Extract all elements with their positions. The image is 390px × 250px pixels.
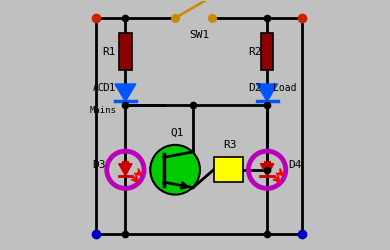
Text: D4: D4 xyxy=(288,160,302,170)
Text: D2: D2 xyxy=(248,83,262,93)
Bar xyxy=(214,157,243,182)
Text: SW1: SW1 xyxy=(189,30,209,40)
Text: Load: Load xyxy=(273,83,297,93)
Text: R3: R3 xyxy=(223,140,237,150)
Text: R2: R2 xyxy=(248,47,262,57)
Text: D3: D3 xyxy=(92,160,105,170)
Text: Mains: Mains xyxy=(89,106,116,114)
Text: Q1: Q1 xyxy=(170,128,184,138)
Text: AC: AC xyxy=(93,83,105,93)
Polygon shape xyxy=(115,84,136,102)
Bar xyxy=(119,33,131,70)
Text: R1: R1 xyxy=(102,47,115,57)
Bar xyxy=(261,33,273,70)
Polygon shape xyxy=(257,84,278,102)
Polygon shape xyxy=(119,164,132,176)
Circle shape xyxy=(150,145,200,194)
Polygon shape xyxy=(261,164,274,176)
Text: D1: D1 xyxy=(102,83,115,93)
